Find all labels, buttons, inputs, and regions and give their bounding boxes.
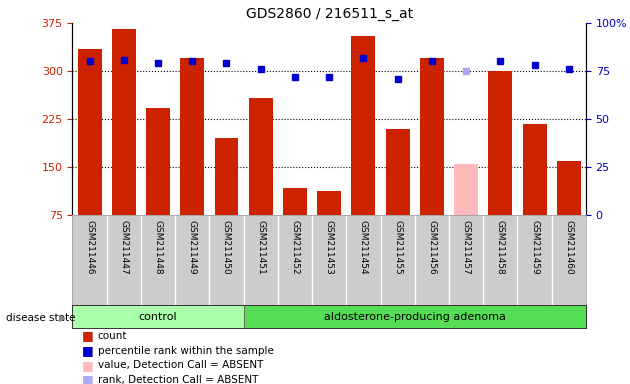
Text: disease state: disease state — [6, 313, 76, 323]
Bar — [522, 124, 547, 215]
Bar — [77, 49, 101, 215]
Text: GSM211454: GSM211454 — [359, 220, 368, 274]
Bar — [352, 36, 375, 215]
Bar — [249, 98, 273, 215]
Bar — [244, 305, 586, 328]
Title: GDS2860 / 216511_s_at: GDS2860 / 216511_s_at — [246, 7, 413, 21]
Text: ■: ■ — [82, 359, 94, 372]
Text: GSM211460: GSM211460 — [564, 220, 573, 274]
Text: count: count — [98, 331, 127, 341]
Text: GSM211456: GSM211456 — [427, 220, 437, 274]
Text: GSM211458: GSM211458 — [496, 220, 505, 274]
Text: aldosterone-producing adenoma: aldosterone-producing adenoma — [324, 312, 506, 322]
Text: ■: ■ — [82, 329, 94, 343]
Bar — [180, 58, 204, 215]
Bar — [454, 164, 478, 215]
Text: ■: ■ — [82, 344, 94, 357]
Text: GSM211459: GSM211459 — [530, 220, 539, 274]
Text: rank, Detection Call = ABSENT: rank, Detection Call = ABSENT — [98, 375, 258, 384]
Text: control: control — [139, 312, 177, 322]
Bar — [488, 71, 512, 215]
Text: percentile rank within the sample: percentile rank within the sample — [98, 346, 273, 356]
Bar — [214, 138, 239, 215]
Bar — [146, 108, 170, 215]
Text: value, Detection Call = ABSENT: value, Detection Call = ABSENT — [98, 360, 263, 370]
Bar — [72, 305, 244, 328]
Text: GSM211448: GSM211448 — [154, 220, 163, 274]
Text: GSM211446: GSM211446 — [85, 220, 94, 274]
Text: GSM211457: GSM211457 — [462, 220, 471, 274]
Text: GSM211450: GSM211450 — [222, 220, 231, 274]
Text: GSM211447: GSM211447 — [119, 220, 129, 274]
Bar — [386, 129, 410, 215]
Bar — [283, 187, 307, 215]
Bar — [112, 30, 136, 215]
Text: ▶: ▶ — [59, 313, 66, 323]
Bar — [317, 191, 341, 215]
Text: GSM211455: GSM211455 — [393, 220, 402, 274]
Text: ■: ■ — [82, 373, 94, 384]
Text: GSM211453: GSM211453 — [324, 220, 334, 274]
Bar — [420, 58, 444, 215]
Bar — [557, 161, 581, 215]
Text: GSM211451: GSM211451 — [256, 220, 265, 274]
Text: GSM211452: GSM211452 — [290, 220, 299, 274]
Text: GSM211449: GSM211449 — [188, 220, 197, 274]
